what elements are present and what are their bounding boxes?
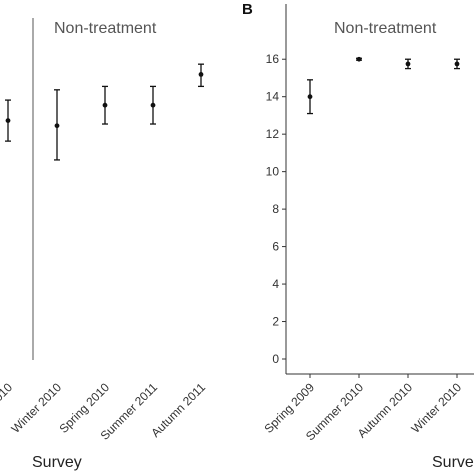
panel-b-y-tick-label: 16	[266, 52, 280, 66]
panel-a-data-point	[150, 102, 156, 108]
panel-b-y-tick-label: 12	[266, 127, 280, 141]
panel-a-data-point	[5, 118, 11, 123]
panel-a-x-tick-label: Winter 2010	[8, 380, 64, 436]
panel-a-data-point	[54, 123, 60, 129]
panel-b-y-tick-label: 8	[272, 202, 279, 216]
panel-a-x-axis-title: Survey	[32, 454, 82, 471]
panel-b-y-tick-label: 4	[272, 277, 279, 291]
panel-b-data-point	[405, 61, 411, 67]
panel-b-y-tick-label: 6	[272, 240, 279, 254]
panel-b-y-tick-label: 2	[272, 315, 279, 329]
panel-b-label: B	[242, 1, 253, 18]
panel-b-x-axis-title: Surve	[432, 454, 474, 471]
panel-b-y-tick-label: 0	[272, 352, 279, 366]
panel-a-data-point	[198, 72, 204, 77]
panel-b-data-point	[307, 94, 313, 100]
panel-b-x-tick-label: Winter 2010	[408, 380, 464, 436]
panel-b-data-point	[454, 61, 460, 67]
panel-b-annotation: Non-treatment	[334, 20, 437, 37]
panel-b: B Non-treatment Surve 0246810121416Sprin…	[242, 1, 474, 471]
panel-b-y-tick-label: 14	[266, 90, 280, 104]
panel-a-annotation: Non-treatment	[54, 20, 157, 37]
panel-b-data-point	[356, 56, 362, 62]
panel-b-y-tick-label: 10	[266, 165, 280, 179]
panel-a-data-point	[102, 102, 108, 108]
panel-a-x-tick-label: 2010	[0, 380, 15, 409]
